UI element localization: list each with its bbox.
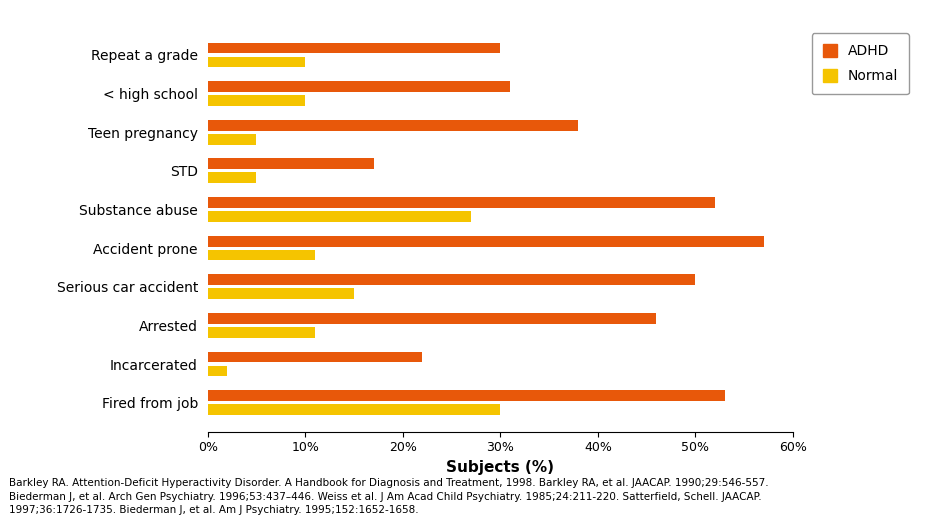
- Bar: [208, 95, 305, 106]
- Bar: [208, 313, 656, 324]
- Bar: [208, 211, 471, 222]
- Bar: [208, 275, 696, 285]
- Bar: [208, 134, 257, 145]
- Bar: [208, 288, 354, 299]
- Bar: [208, 327, 315, 337]
- Bar: [208, 404, 500, 415]
- Bar: [208, 236, 764, 246]
- Bar: [208, 391, 725, 401]
- Text: Barkley RA. Attention-Deficit Hyperactivity Disorder. A Handbook for Diagnosis a: Barkley RA. Attention-Deficit Hyperactiv…: [9, 478, 769, 515]
- Legend: ADHD, Normal: ADHD, Normal: [812, 33, 909, 94]
- Bar: [208, 120, 579, 131]
- Bar: [208, 173, 257, 183]
- Bar: [208, 352, 422, 362]
- Bar: [208, 197, 715, 208]
- Bar: [208, 57, 305, 67]
- Bar: [208, 366, 228, 376]
- Bar: [208, 250, 315, 261]
- Bar: [208, 81, 510, 92]
- Bar: [208, 159, 374, 170]
- Bar: [208, 43, 500, 54]
- X-axis label: Subjects (%): Subjects (%): [447, 460, 554, 475]
